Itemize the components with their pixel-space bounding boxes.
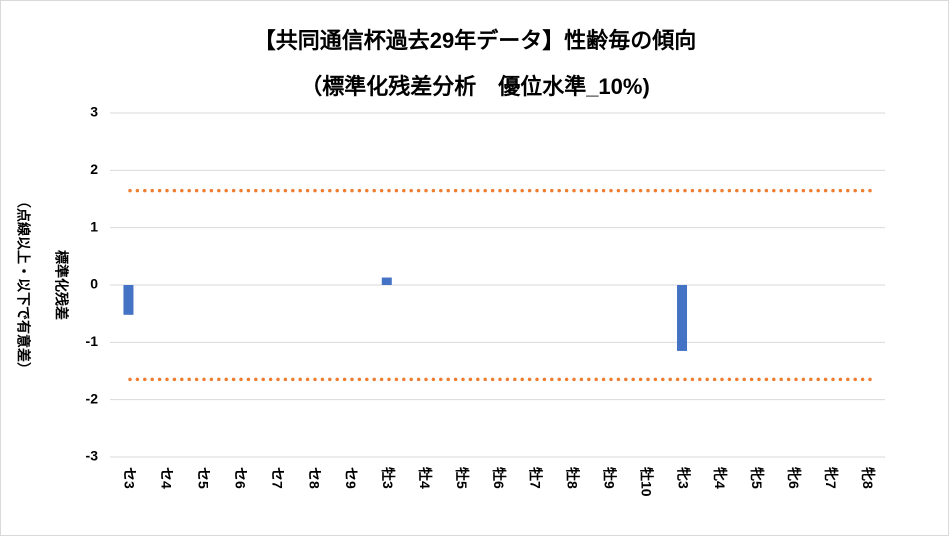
y-axis-label: （点線以上・以下で有意差） [15,194,31,376]
x-tick-label: 牡10 [638,467,654,497]
x-tick-label: 牡5 [454,467,470,489]
chart-subtitle: （標準化残差分析 優位水準_10%) [300,74,650,99]
x-tick-label: セ5 [196,467,212,489]
x-tick-label: 牡9 [602,467,618,489]
bar [123,285,134,315]
x-tick-label: 牡7 [528,467,544,489]
x-tick-label: 牝6 [786,467,802,489]
x-tick-label: 牡8 [565,467,581,489]
y-axis-label: 標準化残差 [53,250,69,320]
x-tick-label: セ3 [122,467,138,489]
x-tick-label: 牝8 [860,467,876,489]
x-tick-label: 牡4 [417,467,433,489]
x-tick-label: 牝7 [823,467,839,489]
bar [677,285,688,351]
y-tick-label: -3 [86,448,99,464]
x-tick-label: セ7 [269,467,285,489]
y-tick-label: 1 [90,218,98,234]
y-tick-label: -1 [86,333,99,349]
x-tick-label: セ8 [306,467,322,489]
x-tick-label: 牝4 [712,467,728,489]
y-tick-label: 0 [90,276,98,292]
x-tick-label: 牡3 [380,467,396,489]
x-tick-label: 牡6 [491,467,507,489]
x-tick-label: セ4 [159,467,175,489]
x-tick-label: セ9 [343,467,359,489]
x-tick-label: 牝5 [749,467,765,489]
y-tick-label: -2 [86,390,99,406]
y-tick-label: 2 [90,161,98,177]
bar [381,277,392,285]
x-tick-label: 牝3 [675,467,691,489]
chart-title: 【共同通信杯過去29年データ】性齢毎の傾向 [254,28,696,53]
y-tick-label: 3 [90,104,98,120]
x-tick-label: セ6 [232,467,248,489]
